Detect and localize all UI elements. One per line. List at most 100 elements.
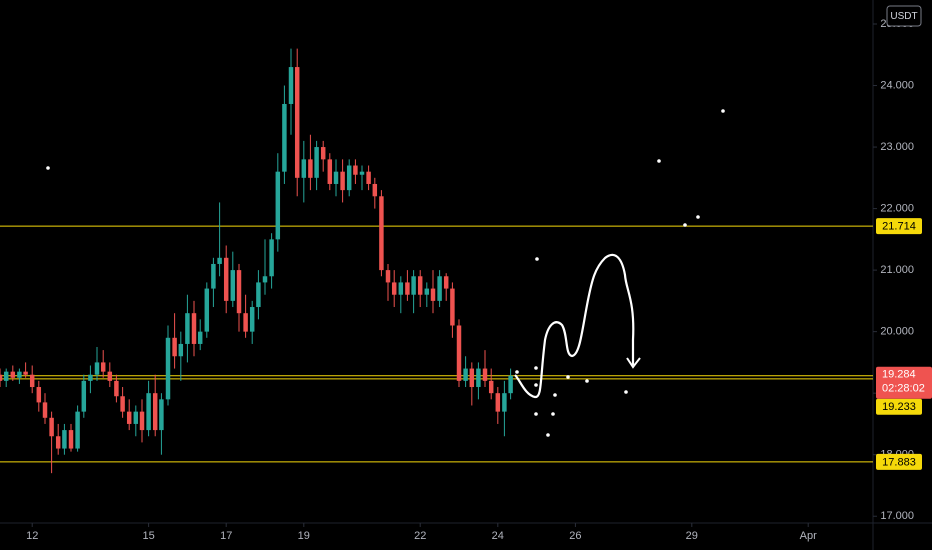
candle-body	[366, 171, 371, 184]
candle-body	[42, 402, 48, 418]
candle-body	[333, 171, 339, 184]
price-labels: 21.714 19.233 17.883 19.284 02:28:02	[876, 218, 932, 470]
candle-body	[308, 159, 313, 178]
candle-body	[346, 165, 352, 191]
level-label: 19.233	[882, 401, 916, 413]
dot	[515, 370, 519, 374]
candle-body	[55, 436, 61, 449]
candle-body	[476, 368, 481, 388]
last-price-label: 19.284	[882, 369, 916, 381]
dot	[657, 159, 661, 163]
candle-body	[185, 313, 190, 344]
candle-body	[288, 67, 294, 104]
candle-body	[0, 374, 3, 381]
candle-body	[3, 371, 9, 381]
x-tick-label: 19	[298, 530, 310, 542]
y-tick-label: 20.000	[880, 326, 914, 338]
y-tick-label: 22.000	[880, 202, 914, 214]
level-label-box	[876, 453, 922, 470]
candle-body	[223, 257, 229, 301]
currency-label: USDT	[890, 11, 917, 22]
candle-body	[256, 282, 261, 308]
x-tick-label: 22	[414, 530, 426, 542]
candle-body	[314, 147, 319, 178]
candle-body	[36, 387, 42, 403]
dot	[566, 375, 570, 379]
candle-body	[152, 393, 158, 431]
candle-body	[450, 288, 455, 326]
candle-body	[159, 399, 164, 431]
candle-body	[178, 343, 184, 357]
x-tick-label: 26	[569, 530, 581, 542]
countdown-label: 02:28:02	[882, 383, 925, 395]
level-label-box	[876, 218, 922, 235]
drawing	[46, 109, 725, 437]
candle-body	[23, 371, 28, 375]
candle-body	[275, 171, 281, 240]
candle-body	[482, 368, 488, 381]
candle-body	[88, 374, 93, 381]
candle-body	[10, 371, 16, 378]
candle-body	[243, 313, 248, 332]
candle-body	[146, 393, 151, 431]
candle-body	[94, 362, 100, 375]
x-tick-label: 15	[142, 530, 154, 542]
candle-body	[424, 288, 430, 295]
candle-body	[133, 411, 139, 424]
level-label: 17.883	[882, 456, 916, 468]
candle-body	[443, 276, 449, 289]
last-price-box	[876, 366, 932, 399]
candle-body	[430, 288, 436, 301]
levels	[0, 225, 873, 463]
candle-body	[139, 411, 145, 431]
candle-body	[249, 307, 255, 332]
candle-body	[49, 417, 54, 437]
x-tick-label: Apr	[800, 530, 817, 542]
candle-body	[417, 276, 423, 295]
candle-body	[282, 103, 287, 172]
candle-body	[379, 196, 384, 271]
candle-body	[320, 147, 326, 160]
candle-body	[211, 263, 216, 289]
candle-body	[75, 411, 80, 449]
candle-body	[398, 282, 404, 295]
candle-body	[405, 282, 410, 295]
candle-body	[294, 67, 300, 178]
candle-body	[126, 411, 132, 424]
y-tick-label: 23.000	[880, 141, 914, 153]
dot	[624, 390, 628, 394]
x-tick-label: 12	[26, 530, 38, 542]
y-tick-label: 24.000	[880, 79, 914, 91]
candle-body	[236, 270, 242, 314]
level-label-box	[876, 398, 922, 415]
dot	[534, 383, 538, 387]
candle-body	[495, 393, 501, 412]
candle-body	[463, 368, 468, 381]
dot	[696, 215, 700, 219]
candle-body	[437, 276, 442, 301]
candle-body	[508, 375, 513, 394]
dot	[585, 379, 589, 383]
x-tick-label: 17	[220, 530, 232, 542]
candle-body	[469, 368, 475, 388]
dot	[546, 433, 550, 437]
candle-body	[353, 165, 358, 175]
candle-body	[100, 362, 106, 372]
candle-body	[262, 276, 268, 283]
candle-body	[114, 380, 119, 397]
y-tick-label: 17.000	[880, 510, 914, 522]
candle-body	[217, 257, 222, 264]
candle-body	[62, 430, 67, 449]
candles	[0, 48, 513, 474]
candle-body	[385, 270, 391, 283]
candle-body	[29, 374, 35, 388]
candle-body	[456, 325, 462, 381]
candle-body	[269, 239, 274, 277]
candle-body	[165, 337, 171, 400]
candle-body	[107, 371, 113, 381]
x-tick-label: 24	[492, 530, 504, 542]
candle-body	[120, 396, 125, 412]
